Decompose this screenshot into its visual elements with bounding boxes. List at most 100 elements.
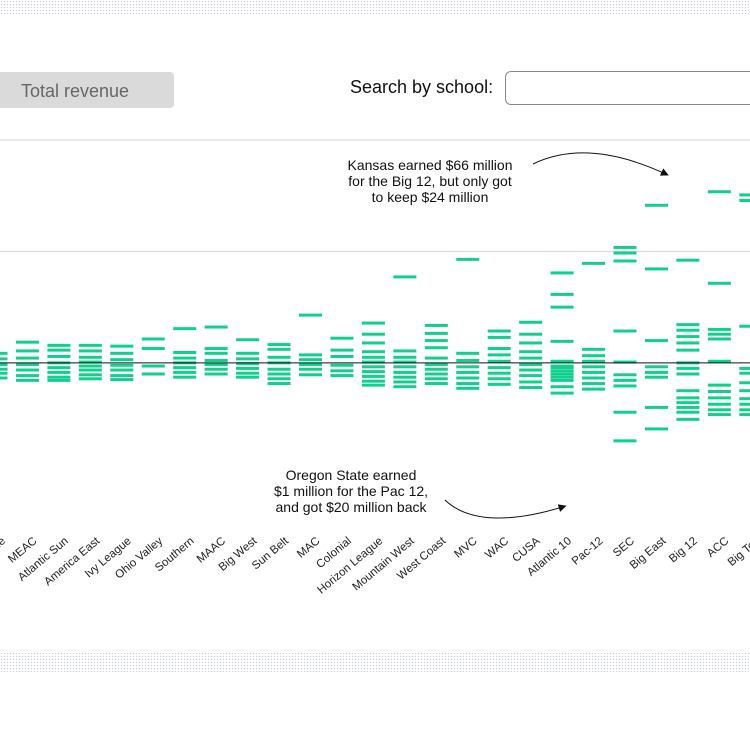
mark-12-1	[361, 332, 385, 336]
mark-13-0	[393, 275, 417, 279]
mark-3-6	[78, 373, 102, 377]
mark-11-2	[330, 354, 354, 358]
mark-12-7	[361, 370, 385, 374]
mark-2-7	[47, 343, 71, 347]
mark-21-4	[644, 370, 668, 374]
mark-0-0	[0, 351, 8, 355]
mark-18-5	[550, 366, 574, 370]
mark-21-3	[644, 365, 668, 369]
mark-20-0	[613, 245, 637, 249]
chart-marks	[0, 190, 750, 443]
mark-24-5	[739, 381, 750, 385]
mark-1-2	[15, 356, 39, 360]
mark-18-8	[550, 385, 574, 389]
mark-10-1	[299, 353, 322, 357]
annotation-oregon-line-2: and got $20 million back	[276, 499, 428, 515]
tick-label-21: Big East	[628, 535, 669, 572]
mark-11-4	[330, 369, 354, 373]
mark-16-4	[487, 359, 511, 363]
tick-label-20: SEC	[611, 535, 637, 559]
mark-22-12	[676, 405, 700, 409]
mark-7-3	[204, 358, 228, 362]
school-search-input[interactable]	[505, 71, 750, 105]
mark-19-4	[582, 365, 606, 369]
mark-14-8	[424, 377, 448, 381]
mark-24-8	[739, 402, 750, 406]
mark-9-5	[267, 372, 291, 376]
mark-14-6	[424, 367, 448, 371]
mark-16-6	[487, 371, 511, 375]
mark-20-2	[613, 259, 637, 263]
mark-11-0	[330, 336, 354, 340]
mark-5-3	[141, 372, 165, 376]
mark-16-1	[487, 335, 511, 339]
mark-24-1	[739, 198, 750, 202]
mark-21-0	[644, 203, 668, 207]
mark-2-1	[47, 354, 71, 358]
mark-5-0	[141, 337, 165, 341]
mark-13-7	[393, 380, 417, 384]
mark-18-1	[550, 292, 574, 296]
mark-21-1	[644, 267, 668, 271]
mark-12-8	[361, 374, 385, 378]
mark-19-8	[582, 387, 606, 391]
mark-23-5	[707, 359, 731, 363]
mark-9-0	[267, 343, 291, 347]
mark-17-8	[519, 380, 543, 384]
tick-label-23: ACC	[705, 535, 731, 560]
mark-7-1	[204, 347, 228, 351]
mark-16-3	[487, 353, 511, 357]
mark-14-9	[424, 382, 448, 386]
mark-3-0	[78, 343, 102, 347]
mark-19-0	[582, 261, 606, 265]
mark-18-6	[550, 372, 574, 376]
mark-18-11	[550, 369, 574, 373]
mark-4-1	[110, 351, 134, 355]
mark-18-9	[550, 391, 574, 395]
mark-22-5	[676, 348, 700, 352]
mark-10-4	[299, 367, 322, 371]
mark-4-5	[110, 374, 134, 378]
mark-8-3	[236, 362, 260, 366]
mark-22-13	[676, 410, 700, 414]
mark-18-2	[550, 305, 574, 309]
search-label: Search by school:	[350, 77, 494, 97]
mark-15-0	[456, 257, 480, 261]
mark-24-10	[739, 413, 750, 417]
mark-1-5	[15, 374, 39, 378]
mark-17-2	[519, 341, 543, 345]
mark-13-6	[393, 375, 417, 379]
mark-4-4	[110, 368, 134, 372]
annotation-oregon-arrow	[444, 499, 567, 519]
mark-16-0	[487, 329, 511, 333]
mark-6-4	[173, 366, 197, 370]
top-dotted-band	[0, 0, 750, 14]
mark-11-1	[330, 348, 354, 352]
mark-12-0	[361, 321, 385, 325]
total-revenue-tab[interactable]: Total revenue	[0, 72, 174, 108]
mark-18-4	[550, 359, 574, 363]
mark-8-4	[236, 366, 260, 370]
mark-16-7	[487, 377, 511, 381]
mark-15-7	[456, 386, 480, 390]
tick-label-10: MAC	[295, 535, 322, 561]
mark-24-2	[739, 324, 750, 328]
mark-2-6	[47, 378, 71, 382]
mark-17-6	[519, 368, 543, 372]
mark-2-5	[47, 375, 71, 379]
tick-label-19: Pac-12	[570, 535, 606, 568]
mark-1-0	[15, 340, 39, 344]
annotation-kansas-line-2: to keep $24 million	[372, 189, 489, 205]
mark-12-4	[361, 355, 385, 359]
mark-10-3	[299, 362, 322, 366]
mark-6-2	[173, 356, 197, 360]
mark-19-2	[582, 354, 606, 358]
mark-22-9	[676, 389, 700, 393]
mark-9-7	[267, 382, 291, 386]
mark-9-4	[267, 367, 291, 371]
mark-21-7	[644, 427, 668, 431]
mark-18-0	[550, 271, 574, 275]
mark-14-1	[424, 331, 448, 335]
mark-24-9	[739, 408, 750, 412]
